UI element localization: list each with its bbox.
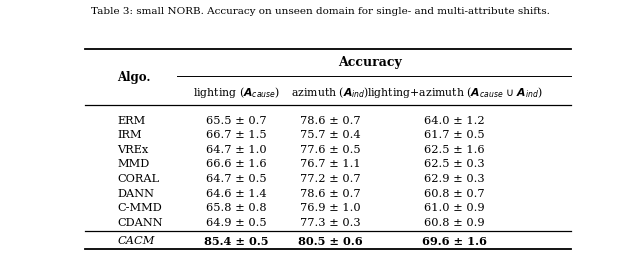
Text: IRM: IRM [117,130,142,140]
Text: 80.5 ± 0.6: 80.5 ± 0.6 [298,236,363,247]
Text: 65.8 ± 0.8: 65.8 ± 0.8 [206,203,266,213]
Text: C-MMD: C-MMD [117,203,162,213]
Text: 64.0 ± 1.2: 64.0 ± 1.2 [424,116,484,126]
Text: 64.6 ± 1.4: 64.6 ± 1.4 [206,189,266,199]
Text: CDANN: CDANN [117,218,163,228]
Text: 62.5 ± 0.3: 62.5 ± 0.3 [424,159,484,169]
Text: 64.9 ± 0.5: 64.9 ± 0.5 [206,218,266,228]
Text: lighting+azimuth ($\boldsymbol{A}_{cause}$ $\cup$ $\boldsymbol{A}_{ind}$): lighting+azimuth ($\boldsymbol{A}_{cause… [367,85,543,100]
Text: 61.0 ± 0.9: 61.0 ± 0.9 [424,203,484,213]
Text: 66.7 ± 1.5: 66.7 ± 1.5 [206,130,266,140]
Text: 60.8 ± 0.9: 60.8 ± 0.9 [424,218,484,228]
Text: 64.7 ± 1.0: 64.7 ± 1.0 [206,145,266,155]
Text: 77.3 ± 0.3: 77.3 ± 0.3 [300,218,361,228]
Text: VREx: VREx [117,145,148,155]
Text: 78.6 ± 0.7: 78.6 ± 0.7 [300,116,361,126]
Text: DANN: DANN [117,189,154,199]
Text: 78.6 ± 0.7: 78.6 ± 0.7 [300,189,361,199]
Text: 69.6 ± 1.6: 69.6 ± 1.6 [422,236,487,247]
Text: azimuth ($\boldsymbol{A}_{ind}$): azimuth ($\boldsymbol{A}_{ind}$) [291,85,369,100]
Text: ERM: ERM [117,116,145,126]
Text: Algo.: Algo. [117,71,150,84]
Text: 76.7 ± 1.1: 76.7 ± 1.1 [300,159,361,169]
Text: 60.8 ± 0.7: 60.8 ± 0.7 [424,189,484,199]
Text: 75.7 ± 0.4: 75.7 ± 0.4 [300,130,361,140]
Text: 61.7 ± 0.5: 61.7 ± 0.5 [424,130,484,140]
Text: Table 3: small NORB. Accuracy on unseen domain for single- and multi-attribute s: Table 3: small NORB. Accuracy on unseen … [91,7,549,16]
Text: 65.5 ± 0.7: 65.5 ± 0.7 [206,116,266,126]
Text: 76.9 ± 1.0: 76.9 ± 1.0 [300,203,361,213]
Text: 77.6 ± 0.5: 77.6 ± 0.5 [300,145,361,155]
Text: MMD: MMD [117,159,150,169]
Text: lighting ($\boldsymbol{A}_{cause}$): lighting ($\boldsymbol{A}_{cause}$) [193,85,280,100]
Text: CACM: CACM [117,236,155,246]
Text: 77.2 ± 0.7: 77.2 ± 0.7 [300,174,361,184]
Text: 66.6 ± 1.6: 66.6 ± 1.6 [206,159,266,169]
Text: 64.7 ± 0.5: 64.7 ± 0.5 [206,174,266,184]
Text: 62.9 ± 0.3: 62.9 ± 0.3 [424,174,484,184]
Text: Accuracy: Accuracy [339,57,402,69]
Text: 62.5 ± 1.6: 62.5 ± 1.6 [424,145,484,155]
Text: 85.4 ± 0.5: 85.4 ± 0.5 [204,236,269,247]
Text: CORAL: CORAL [117,174,159,184]
